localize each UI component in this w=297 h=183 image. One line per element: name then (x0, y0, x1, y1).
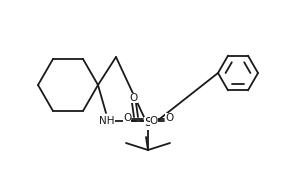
Text: O: O (123, 113, 131, 123)
Text: NH: NH (99, 116, 115, 126)
Text: O: O (130, 93, 138, 103)
Text: O: O (150, 116, 158, 126)
Text: O: O (165, 113, 173, 123)
Text: S: S (144, 117, 152, 130)
